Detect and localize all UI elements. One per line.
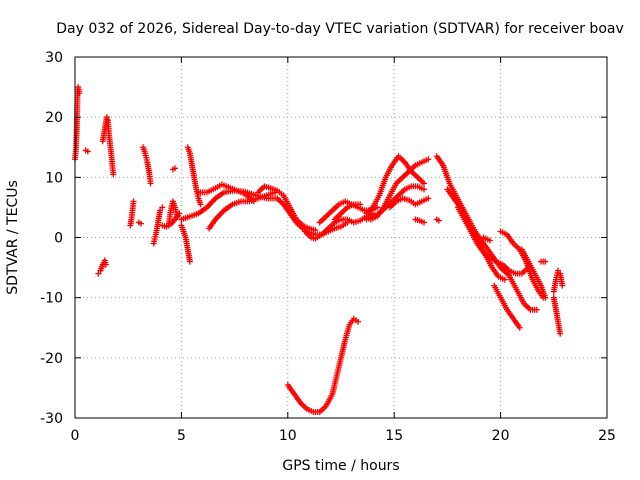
data-point bbox=[147, 180, 154, 187]
series-seg-h bbox=[150, 204, 166, 247]
data-point bbox=[486, 237, 493, 244]
y-tick-label: -10 bbox=[40, 291, 63, 307]
series-seg-ak bbox=[538, 258, 549, 265]
series-seg-ai bbox=[480, 234, 493, 244]
series-seg-c bbox=[95, 257, 109, 277]
y-tick-label: -20 bbox=[40, 351, 63, 367]
series-seg-j bbox=[165, 198, 181, 229]
series-seg-w bbox=[363, 153, 427, 217]
series-seg-z bbox=[386, 195, 432, 211]
x-axis: 0 5 10 15 20 25 bbox=[71, 57, 616, 444]
series-seg-v bbox=[284, 315, 362, 415]
data-point bbox=[172, 165, 179, 172]
x-tick-label: 20 bbox=[492, 428, 510, 444]
y-axis-label: SDTVAR / TECUs bbox=[5, 180, 21, 295]
y-tick-label: 20 bbox=[45, 110, 63, 126]
series-seg-ab bbox=[433, 216, 442, 224]
series-seg-y bbox=[363, 183, 427, 223]
series-seg-ag bbox=[501, 264, 540, 313]
data-point bbox=[103, 114, 110, 121]
series-seg-aa bbox=[412, 216, 427, 226]
data-point bbox=[420, 186, 427, 193]
x-axis-label: GPS time / hours bbox=[282, 458, 399, 474]
series-seg-k bbox=[169, 165, 179, 173]
data-point bbox=[174, 213, 181, 220]
data-point bbox=[355, 318, 362, 325]
data-point bbox=[76, 90, 83, 97]
series-seg-u bbox=[331, 201, 364, 223]
data-point bbox=[425, 156, 432, 163]
data-point bbox=[559, 282, 566, 289]
data-point bbox=[84, 148, 91, 155]
series-seg-af bbox=[491, 282, 523, 331]
series-seg-f bbox=[135, 219, 144, 227]
data-point bbox=[95, 270, 102, 277]
grid-lines bbox=[75, 57, 607, 418]
data-point bbox=[186, 258, 193, 265]
x-tick-label: 10 bbox=[279, 428, 297, 444]
data-point bbox=[542, 258, 549, 265]
series-seg-m bbox=[184, 144, 204, 208]
series-seg-al bbox=[550, 294, 564, 337]
series-seg-g bbox=[140, 144, 154, 187]
data-point bbox=[159, 204, 166, 211]
series-seg-t bbox=[316, 198, 381, 226]
data-point bbox=[435, 217, 442, 224]
data-point bbox=[197, 201, 204, 208]
x-tick-label: 25 bbox=[598, 428, 616, 444]
y-tick-label: 10 bbox=[45, 170, 63, 186]
chart-title: Day 032 of 2026, Sidereal Day-to-day VTE… bbox=[56, 21, 624, 37]
data-point bbox=[555, 267, 562, 274]
data-points bbox=[72, 84, 566, 415]
y-axis: -30 -20 -10 0 10 20 30 bbox=[40, 50, 607, 427]
data-point bbox=[516, 324, 523, 331]
data-point bbox=[501, 276, 508, 283]
data-point bbox=[157, 207, 164, 214]
series-seg-l bbox=[178, 222, 193, 265]
series-seg-ac bbox=[433, 153, 510, 277]
data-point bbox=[420, 219, 427, 226]
data-point bbox=[420, 180, 427, 187]
series-seg-am bbox=[550, 267, 566, 295]
data-point bbox=[176, 210, 183, 217]
x-tick-label: 5 bbox=[177, 428, 186, 444]
data-point bbox=[137, 220, 144, 227]
y-tick-label: 0 bbox=[54, 231, 63, 247]
x-tick-label: 0 bbox=[71, 428, 80, 444]
data-point bbox=[557, 330, 564, 337]
data-point bbox=[130, 198, 137, 205]
series-seg-d bbox=[99, 114, 117, 178]
y-tick-label: 30 bbox=[45, 50, 63, 66]
data-point bbox=[357, 201, 364, 208]
series-seg-a bbox=[72, 84, 83, 163]
series-seg-aj bbox=[518, 246, 549, 301]
data-point bbox=[110, 171, 117, 178]
series-seg-e bbox=[127, 198, 137, 229]
x-tick-label: 15 bbox=[385, 428, 403, 444]
data-point bbox=[425, 195, 432, 202]
data-point bbox=[542, 294, 549, 301]
y-tick-label: -30 bbox=[40, 411, 63, 427]
data-point bbox=[102, 261, 109, 268]
data-point bbox=[533, 306, 540, 313]
series-seg-p bbox=[206, 189, 279, 232]
series-seg-b bbox=[82, 147, 91, 155]
